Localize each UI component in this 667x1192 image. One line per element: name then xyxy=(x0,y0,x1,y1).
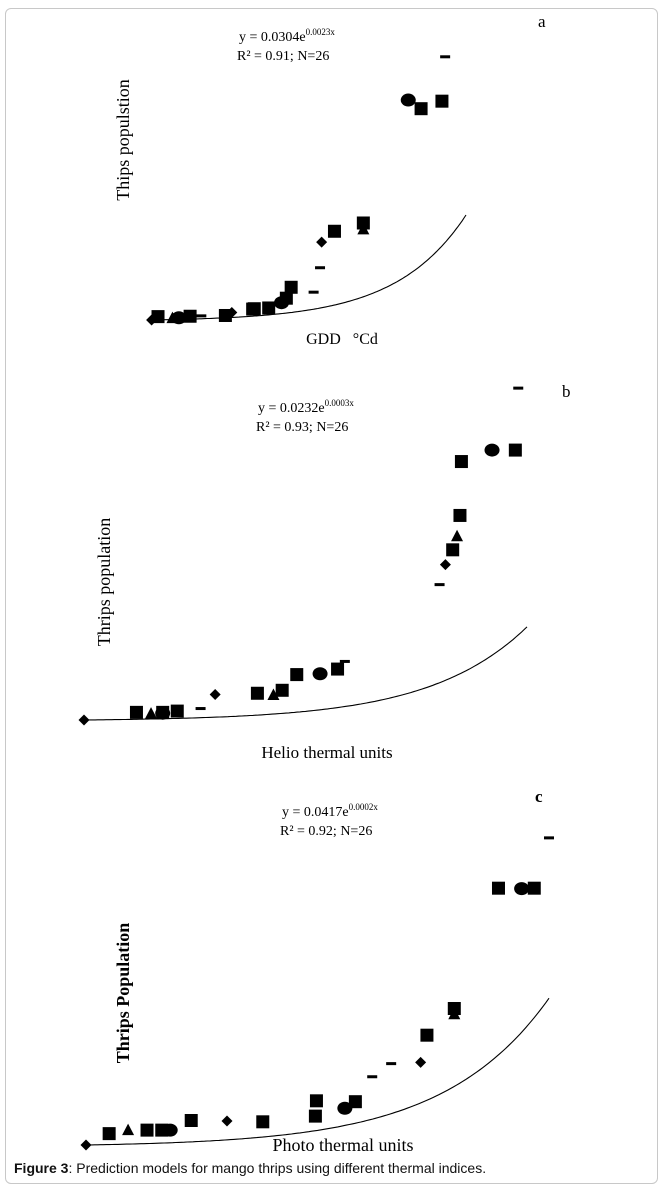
data-point-triangle xyxy=(357,222,370,235)
data-point-square xyxy=(102,1127,116,1141)
equation: y = 0.0232e0.0003x xyxy=(258,398,354,416)
data-point-diamond xyxy=(146,314,158,326)
data-point-square xyxy=(184,1114,198,1127)
data-point-diamond xyxy=(226,306,238,318)
data-point-square xyxy=(247,302,261,316)
data-point-circle xyxy=(162,1123,178,1137)
data-points xyxy=(80,836,554,1151)
data-point-circle xyxy=(400,93,416,107)
x-axis-label: Photo thermal units xyxy=(273,1135,414,1155)
data-point-square xyxy=(453,508,467,522)
data-point-square xyxy=(508,443,522,457)
data-point-diamond xyxy=(439,559,451,571)
fit-stats: R² = 0.93; N=26 xyxy=(256,420,348,435)
data-point-square xyxy=(435,94,449,108)
data-point-circle xyxy=(514,882,530,896)
data-point-triangle xyxy=(145,707,158,719)
x-axis-label: Helio thermal units xyxy=(261,743,392,762)
data-point-triangle xyxy=(448,1007,461,1020)
panel-label: c xyxy=(535,787,543,806)
data-point-square xyxy=(414,102,428,116)
data-point-square xyxy=(348,1095,362,1109)
data-point-square xyxy=(331,662,345,676)
data-point-diamond xyxy=(221,1115,233,1127)
data-point-square xyxy=(309,1094,323,1108)
data-point-circle xyxy=(274,296,290,310)
figure-frame xyxy=(5,8,658,1184)
data-point-circle xyxy=(312,667,328,681)
x-axis-label: GDD °Cd xyxy=(306,331,378,348)
data-point-dash xyxy=(308,290,319,294)
data-point-square xyxy=(250,686,264,700)
data-point-square xyxy=(454,455,468,469)
panel-label: a xyxy=(538,12,546,31)
data-point-dash xyxy=(386,1062,397,1066)
data-point-square xyxy=(140,1123,154,1137)
data-point-dash xyxy=(544,836,554,840)
data-point-dash xyxy=(440,55,451,59)
y-axis-label: Thrips population xyxy=(94,518,114,647)
data-point-circle xyxy=(155,706,171,720)
data-point-diamond xyxy=(80,1139,92,1151)
data-point-square xyxy=(262,301,276,315)
panel-label: b xyxy=(562,382,571,401)
data-point-square xyxy=(527,881,541,895)
data-point-dash xyxy=(195,707,206,711)
data-point-square xyxy=(129,705,143,719)
data-point-diamond xyxy=(316,236,328,248)
fit-stats: R² = 0.92; N=26 xyxy=(280,824,372,839)
fit-curve xyxy=(84,626,528,721)
data-point-diamond xyxy=(209,689,221,701)
data-point-circle xyxy=(484,443,500,457)
data-point-diamond xyxy=(78,714,90,726)
data-point-dash xyxy=(315,266,326,270)
chart-panel-c: c y = 0.0417e0.0002x R² = 0.92; N=26 Thr… xyxy=(80,787,554,1155)
y-axis-label: Thips populstion xyxy=(113,79,133,201)
fit-curve xyxy=(150,214,467,321)
data-point-dash xyxy=(434,583,445,587)
data-point-dash xyxy=(196,314,207,318)
chart-panel-a: a y = 0.0304e0.0023x R² = 0.91; N=26 Thi… xyxy=(113,12,546,348)
data-point-square xyxy=(290,668,304,682)
data-point-triangle xyxy=(267,688,280,700)
equation: y = 0.0417e0.0002x xyxy=(282,802,378,820)
data-point-square xyxy=(275,683,289,697)
data-point-dash xyxy=(339,659,350,663)
data-point-triangle xyxy=(451,529,464,542)
figure-caption: Figure 3: Prediction models for mango th… xyxy=(14,1160,659,1176)
data-point-square xyxy=(327,224,341,238)
data-points xyxy=(146,55,451,326)
data-points xyxy=(78,386,524,726)
data-point-circle xyxy=(337,1101,353,1115)
data-point-triangle xyxy=(122,1123,135,1136)
data-point-square xyxy=(183,309,197,323)
y-axis-label: Thrips Population xyxy=(113,923,133,1064)
data-point-square xyxy=(284,280,298,294)
data-point-square xyxy=(446,543,460,557)
caption-label: Figure 3 xyxy=(14,1160,69,1176)
data-point-dash xyxy=(513,386,524,390)
caption-text: : Prediction models for mango thrips usi… xyxy=(68,1160,487,1176)
fit-stats: R² = 0.91; N=26 xyxy=(237,49,329,64)
data-point-square xyxy=(256,1115,270,1129)
fit-curve xyxy=(85,997,550,1146)
data-point-dash xyxy=(367,1075,378,1079)
data-point-square xyxy=(420,1028,434,1042)
data-point-square xyxy=(491,881,505,895)
equation: y = 0.0304e0.0023x xyxy=(239,27,335,45)
data-point-circle xyxy=(171,311,187,325)
data-point-square xyxy=(308,1109,322,1123)
data-point-square xyxy=(170,704,184,718)
data-point-diamond xyxy=(415,1056,427,1068)
chart-panel-b: b y = 0.0232e0.0003x R² = 0.93; N=26 Thr… xyxy=(78,382,571,762)
